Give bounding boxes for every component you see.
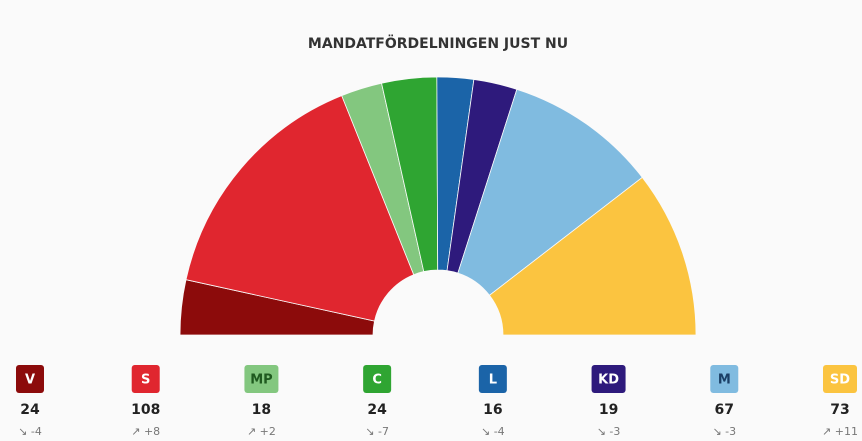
party-badge [591,365,626,393]
seat-change: ↘ -4 [18,425,42,438]
party-label: C [372,373,382,388]
seat-change: ↗ +8 [131,425,160,438]
seat-slice [185,95,415,322]
seat-change: ↘ -3 [712,425,736,438]
party-label: V [25,373,35,388]
party-badge [363,365,392,393]
party-badge [131,365,160,393]
seat-count: 18 [252,402,271,418]
seat-change: ↗ +2 [247,425,276,438]
seat-change: ↘ -7 [365,425,389,438]
party-badge [244,365,279,393]
party-label: MP [250,373,272,388]
seat-count: 24 [20,402,40,418]
party-badge [478,365,507,393]
seat-count: 108 [131,402,160,418]
seat-change: ↘ -4 [481,425,505,438]
party-label: S [141,373,150,388]
seat-count: 73 [830,402,849,418]
seat-count: 16 [483,402,502,418]
party-badge [16,365,44,393]
seat-count: 24 [367,402,387,418]
chart-title: MANDATFÖRDELNINGEN JUST NU [308,34,568,52]
party-badge [710,365,739,393]
seat-slice [488,176,697,336]
seat-count: 19 [599,402,618,418]
party-label: M [718,373,731,388]
seat-slice [457,88,643,296]
party-badge [823,365,857,393]
seat-change: ↘ -3 [597,425,621,438]
party-label: SD [830,373,850,388]
party-label: KD [598,373,619,388]
seat-count: 67 [715,402,734,418]
party-label: L [489,373,497,388]
seat-change: ↗ +11 [822,425,858,438]
